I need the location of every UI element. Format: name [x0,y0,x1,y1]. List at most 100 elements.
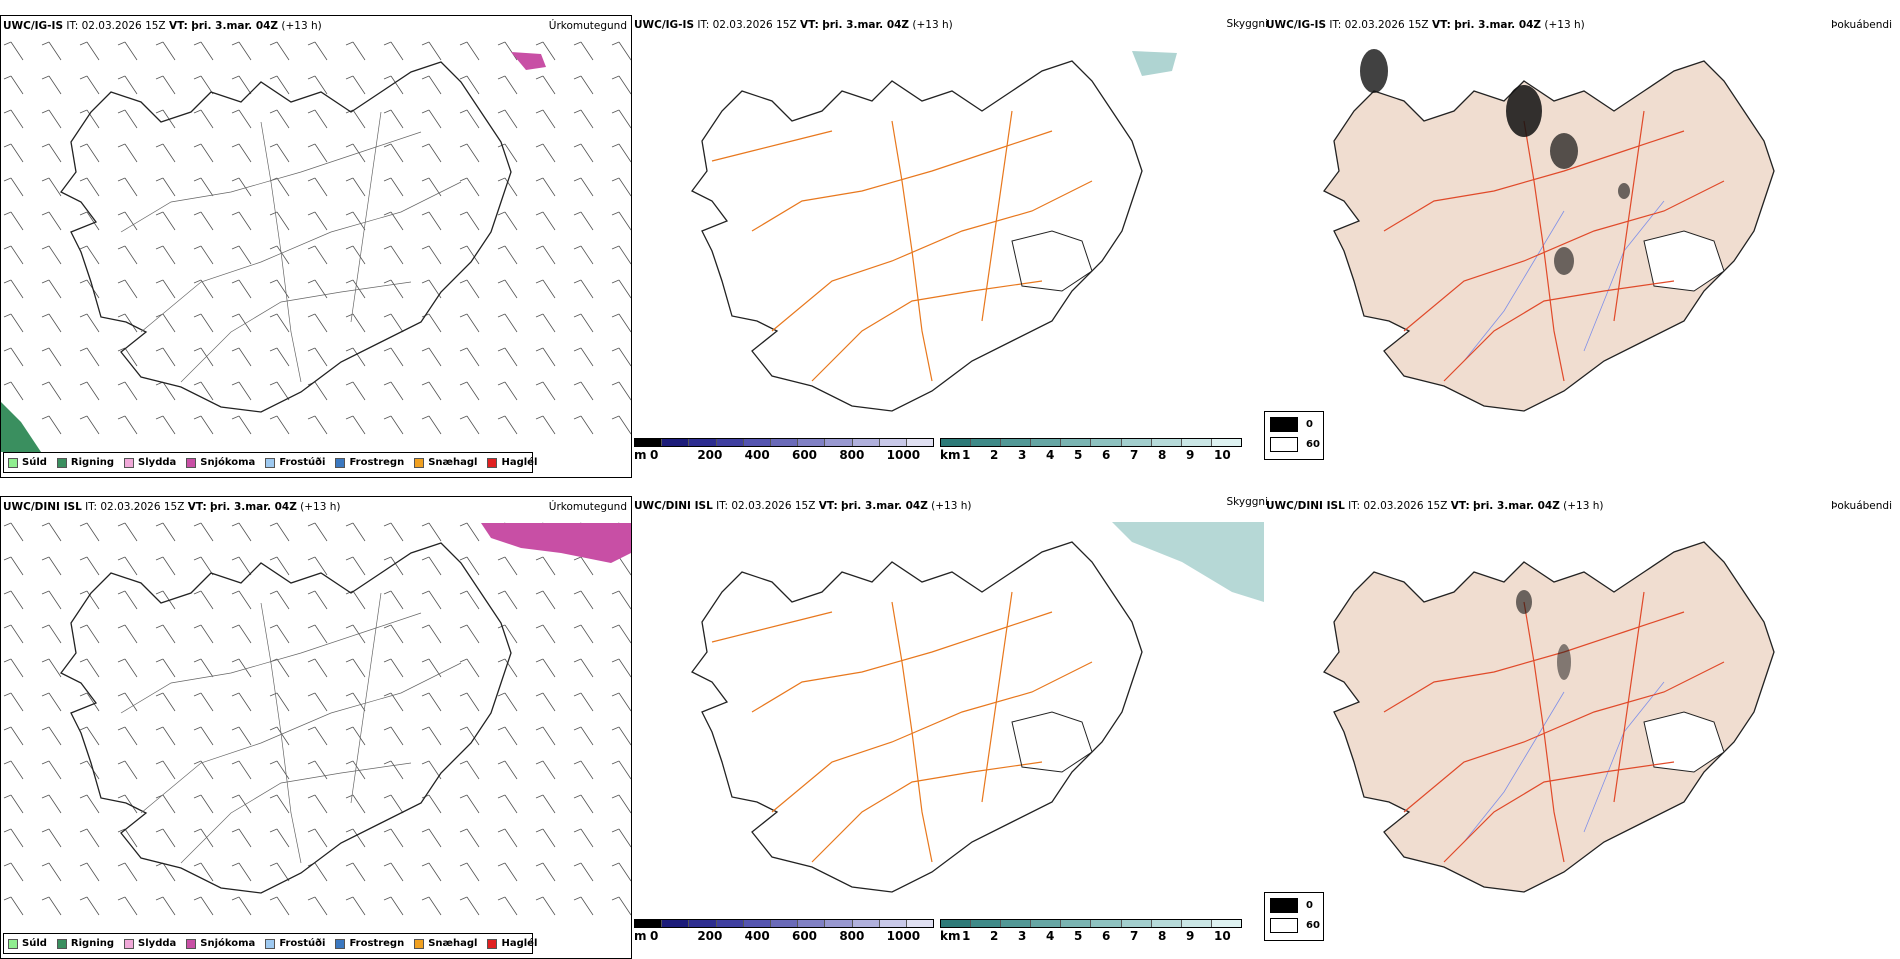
wind-barb [390,211,404,231]
height-color-step [906,439,934,446]
wind-barb [428,75,442,95]
it-label: IT: [85,501,98,513]
wind-barb [466,692,480,712]
wind-barb-flag [3,760,12,765]
visibility-color-step [941,920,972,927]
legend-label: Súld [22,457,47,468]
legend-swatch [414,938,425,949]
wind-barb [314,522,328,542]
wind-barb [238,692,252,712]
wind-barb [466,828,480,848]
wind-barb [390,279,404,299]
fog-swatch-60 [1270,437,1298,452]
roads [120,592,462,864]
init-time: 02.03.2026 15Z [81,20,166,32]
wind-barb-flag [193,760,202,765]
wind-barb-flag [345,522,354,527]
wind-barb [276,245,290,265]
panel-header: UWC/IG-IS IT: 02.03.2026 15Z VT: þri. 3.… [3,20,322,32]
wind-barb [542,381,556,401]
wind-barb [580,692,594,712]
wind-barb-flag [79,726,88,731]
wind-barb [200,760,214,780]
wind-barb [200,347,214,367]
wind-barb [124,590,138,610]
wind-barb [162,177,176,197]
wind-barb-flag [307,143,316,148]
wind-barb-flag [231,590,240,595]
model-name: UWC/IG-IS [634,19,695,31]
wind-barb-flag [421,828,430,833]
wind-barb-flag [611,211,620,216]
wind-barb-flag [3,556,12,561]
wind-barb-flag [41,760,50,765]
wind-barb [352,828,366,848]
wind-barb [10,75,24,95]
wind-barb [618,245,631,265]
height-color-step [798,920,826,927]
wind-barb-flag [3,279,12,284]
legend-item-frostregn: Frostregn [335,938,404,949]
wind-barb-flag [193,109,202,114]
wind-barb [48,692,62,712]
panel-header: UWC/IG-IS IT: 02.03.2026 15Z VT: þri. 3.… [1266,19,1585,31]
wind-barb [10,109,24,129]
wind-barb [10,211,24,231]
wind-barb-flag [345,415,354,420]
wind-barb [428,896,442,916]
wind-barb [618,726,631,746]
wind-barb [238,658,252,678]
wind-barb-flag [193,794,202,799]
visibility-color-step [1181,439,1212,446]
wind-barb-flag [231,658,240,663]
legend-label: Snjókoma [200,457,256,468]
legend-item-frostregn: Frostregn [335,457,404,468]
wind-barb-flag [231,109,240,114]
wind-barb-flag [497,313,506,318]
roads [1383,110,1725,382]
wind-barb-flag [383,75,392,80]
wind-barb-flag [497,381,506,386]
wind-barb-flag [497,279,506,284]
wind-barb-flag [41,415,50,420]
wind-barb [466,862,480,882]
wind-barb [542,143,556,163]
wind-barb [466,41,480,61]
wind-barb [314,143,328,163]
wind-barb [352,522,366,542]
lead-time: (+13 h) [1544,19,1585,31]
visibility-color-step [1121,920,1152,927]
wind-barb-flag [535,279,544,284]
wind-barb [314,692,328,712]
legend-item-frostúði: Frostúði [265,457,325,468]
wind-barb-flag [231,522,240,527]
wind-barb-flag [117,760,126,765]
wind-barb-flag [345,75,354,80]
wind-barb-flag [269,211,278,216]
wind-barb-flag [193,556,202,561]
wind-barb-flag [307,726,316,731]
wind-barb [428,415,442,435]
wind-barb [162,347,176,367]
wind-barb-flag [345,692,354,697]
wind-barb-flag [459,109,468,114]
wind-barb-flag [155,211,164,216]
legend-label: Haglél [501,457,538,468]
wind-barb [276,862,290,882]
legend-label: Frostregn [349,457,405,468]
height-color-step [689,920,717,927]
height-tick-label: 0 [650,929,659,943]
wind-barb-flag [3,590,12,595]
valid-time: þri. 3.mar. 04Z [822,19,910,31]
wind-barb [466,279,480,299]
panel-type-title: Skyggni [1226,496,1269,508]
wind-barb-flag [535,143,544,148]
wind-barb-flag [611,177,620,182]
legend-swatch [414,457,425,468]
wind-barb [580,381,594,401]
height-tick-label: 200 [697,448,723,462]
wind-barb [86,381,100,401]
wind-barb [238,862,252,882]
wind-barb [504,896,518,916]
it-label: IT: [66,20,79,32]
